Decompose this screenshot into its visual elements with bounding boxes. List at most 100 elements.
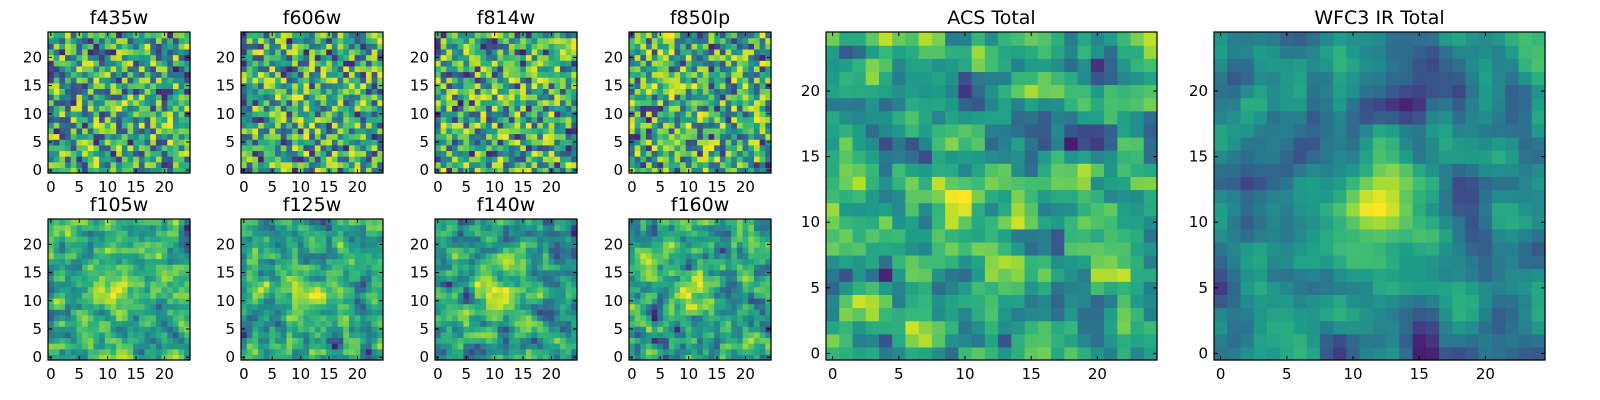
heatmap-cell [65, 252, 72, 260]
heatmap-cell [280, 43, 288, 50]
heatmap-cell [263, 60, 270, 67]
heatmap-cell [542, 133, 550, 140]
heatmap-cell [331, 77, 339, 84]
heatmap-cell [486, 65, 493, 73]
heatmap-cell [452, 275, 459, 282]
heatmap-cell [303, 122, 310, 129]
heatmap-cell [714, 116, 721, 123]
heatmap-cell [685, 94, 693, 101]
heatmap-cell [702, 297, 710, 305]
heatmap-cell [463, 99, 470, 106]
heatmap-cell [93, 247, 100, 254]
heatmap-cell [377, 122, 384, 129]
heatmap-cell [714, 320, 721, 327]
heatmap-cell [144, 326, 151, 333]
heatmap-cell [167, 82, 174, 89]
heatmap-cell [463, 71, 470, 78]
heatmap-cell [486, 32, 493, 39]
heatmap-cell [463, 297, 470, 305]
heatmap-cell [634, 32, 641, 39]
heatmap-cell [474, 156, 482, 163]
heatmap-cell [565, 71, 572, 78]
x-tick-label: 0 [239, 365, 249, 383]
heatmap-cell [731, 161, 738, 168]
heatmap-cell [70, 269, 77, 276]
heatmap-cell [736, 37, 744, 44]
heatmap-cell [138, 37, 146, 44]
heatmap-cell [765, 94, 772, 101]
heatmap-cell [343, 43, 350, 50]
heatmap-cell [452, 297, 459, 305]
heatmap-cell [651, 343, 658, 350]
heatmap-cell [748, 348, 755, 355]
heatmap-cell [514, 343, 521, 350]
heatmap-cell [663, 122, 670, 129]
heatmap-cell [503, 43, 510, 50]
heatmap-cell [70, 348, 77, 355]
x-tick-label: 5 [74, 178, 84, 196]
heatmap-cell [331, 110, 339, 118]
heatmap-cell [663, 94, 670, 101]
heatmap-cell [629, 320, 636, 327]
heatmap-cell [646, 122, 653, 129]
heatmap-cell [725, 314, 732, 322]
heatmap-cell [144, 77, 151, 84]
heatmap-cell [685, 281, 693, 288]
heatmap-cell [503, 331, 510, 339]
heatmap-cell [104, 320, 112, 327]
heatmap-cell [640, 48, 647, 56]
heatmap-cell [150, 133, 157, 140]
heatmap-cell [634, 127, 641, 135]
heatmap-cell [280, 337, 288, 344]
heatmap-cell [280, 127, 288, 135]
heatmap-cell [497, 60, 504, 67]
heatmap-cell [446, 54, 453, 61]
heatmap-cell [725, 292, 732, 299]
heatmap-cell [457, 348, 464, 355]
heatmap-cell [343, 65, 350, 73]
heatmap-cell [93, 275, 100, 282]
heatmap-cell [365, 224, 373, 231]
heatmap-cell [144, 127, 151, 135]
heatmap-cell [138, 133, 146, 140]
heatmap-cell [178, 133, 185, 140]
heatmap-cell [354, 224, 361, 231]
heatmap-cell [537, 54, 544, 61]
heatmap-cell [275, 133, 282, 140]
heatmap-cell [759, 65, 766, 73]
heatmap-cell [537, 99, 544, 106]
heatmap-cell [309, 252, 316, 260]
heatmap-cell [354, 320, 361, 327]
heatmap-cell [343, 133, 350, 140]
heatmap-cell [685, 77, 693, 84]
heatmap-cell [554, 275, 561, 282]
heatmap-cell [241, 264, 248, 271]
heatmap-cell [348, 241, 356, 248]
heatmap-cell [246, 167, 253, 174]
heatmap-cell [440, 309, 447, 316]
heatmap-cell [629, 156, 636, 163]
heatmap-cell [440, 241, 447, 248]
x-tick-label: 10 [679, 178, 698, 196]
heatmap-cell [348, 88, 356, 95]
heatmap-cell [104, 88, 112, 95]
heatmap-cell [651, 139, 658, 146]
heatmap-cell [348, 127, 356, 135]
heatmap-cell [133, 337, 140, 344]
heatmap-cell [497, 247, 504, 254]
heatmap-cell [542, 144, 550, 152]
heatmap-cell [246, 269, 253, 276]
heatmap-cell [326, 99, 333, 106]
heatmap-cell [634, 286, 641, 293]
heatmap-cell [76, 230, 83, 237]
heatmap-cell [320, 281, 327, 288]
heatmap-cell [280, 167, 288, 174]
heatmap-cell [742, 110, 749, 118]
heatmap-cell [82, 247, 89, 254]
heatmap-cell [48, 331, 55, 339]
heatmap-cell [348, 144, 356, 152]
heatmap-cell [714, 110, 721, 118]
heatmap-cell [371, 167, 378, 174]
heatmap-cell [360, 331, 367, 339]
heatmap-cell [486, 77, 493, 84]
